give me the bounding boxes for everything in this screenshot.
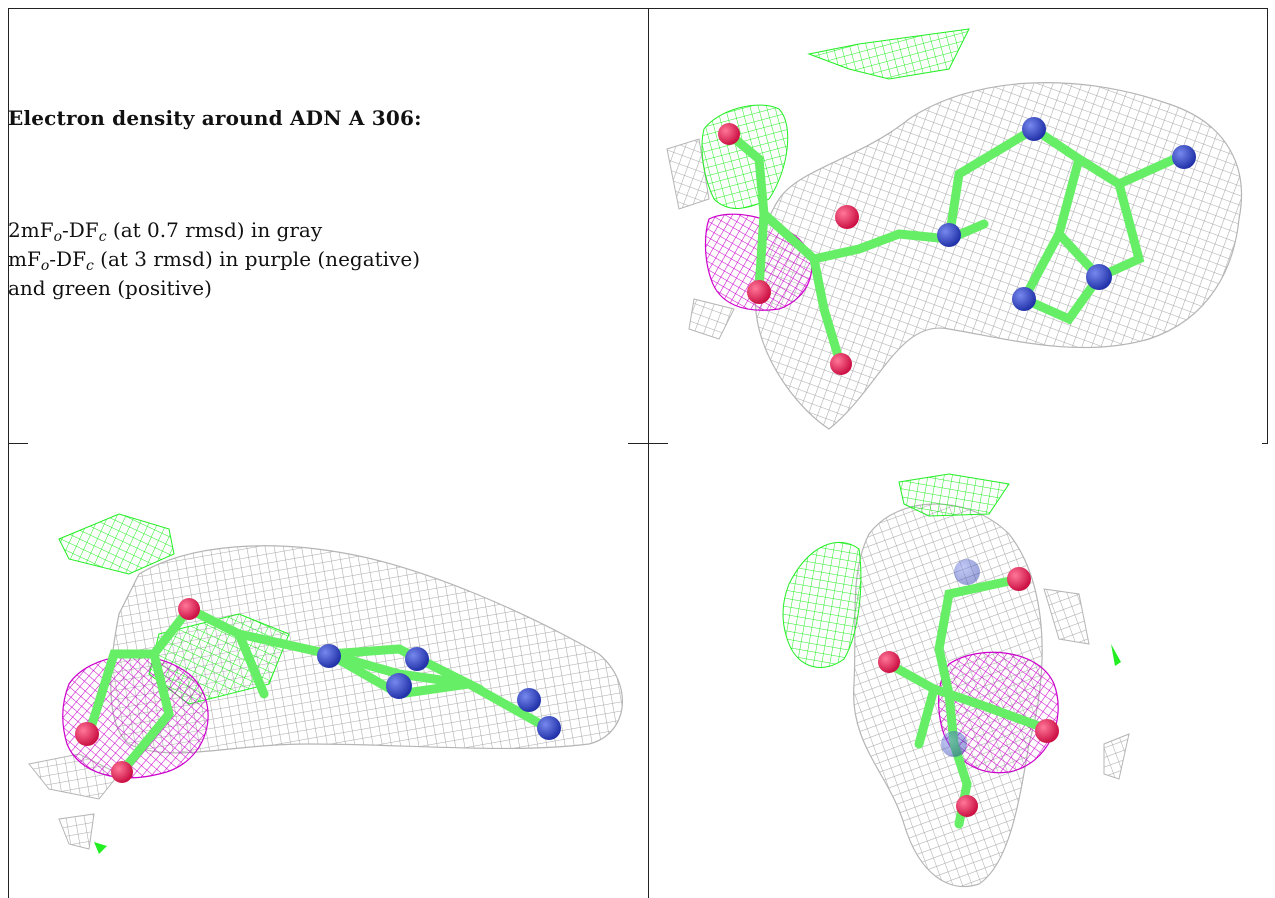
- oxygen-atom: [75, 722, 99, 746]
- oxygen-atom: [718, 123, 740, 145]
- nitrogen-atom: [954, 559, 980, 585]
- nitrogen-atom: [386, 673, 412, 699]
- figure-title: Electron density around ADN A 306:: [8, 106, 422, 130]
- oxygen-atom: [878, 651, 900, 673]
- description-line-2: mFo-DFc (at 3 rmsd) in purple (negative): [8, 247, 420, 274]
- nitrogen-atom: [1086, 264, 1112, 290]
- table-border-top: [8, 8, 1268, 9]
- table-border-right: [1267, 8, 1268, 443]
- gray-density-fragment: [666, 138, 710, 210]
- oxygen-atom: [956, 795, 978, 817]
- molecule-view-icon: [666, 28, 1243, 430]
- green-density-mesh: [807, 28, 970, 80]
- caption-cell: Electron density around ADN A 306: 2mFo-…: [8, 8, 648, 443]
- molecule-view-bottom-left: [9, 444, 648, 898]
- nitrogen-atom: [405, 647, 429, 671]
- nitrogen-atom: [517, 688, 541, 712]
- green-density-mesh: [58, 513, 175, 575]
- description-line-1: 2mFo-DFc (at 0.7 rmsd) in gray: [8, 218, 323, 245]
- molecule-view-top-right: [649, 9, 1267, 443]
- molecule-bonds: [84, 604, 549, 774]
- oxygen-atom: [747, 280, 771, 304]
- molecule-view-icon: [28, 513, 623, 854]
- molecule-view-bottom-right: [649, 444, 1267, 898]
- nitrogen-atom: [1172, 145, 1196, 169]
- table-border-mid-center: [628, 443, 668, 444]
- oxygen-atom: [1035, 719, 1059, 743]
- oxygen-atom: [1007, 567, 1031, 591]
- table-border-middle: [648, 8, 649, 898]
- green-density-mesh: [782, 541, 862, 668]
- nitrogen-atom: [1012, 287, 1036, 311]
- gray-density-fragment: [1043, 588, 1090, 645]
- table-border-left: [8, 8, 9, 898]
- oxygen-atom: [830, 353, 852, 375]
- green-density-mesh: [898, 473, 1010, 517]
- oxygen-atom: [178, 598, 200, 620]
- table-border-mid-right: [1262, 443, 1268, 444]
- gray-density-fragment: [688, 298, 735, 340]
- molecule-view-icon: [782, 473, 1130, 888]
- nitrogen-atom: [537, 716, 561, 740]
- green-density-mesh: [701, 104, 789, 209]
- gray-density-fragment: [1103, 733, 1130, 780]
- nitrogen-atom: [937, 223, 961, 247]
- gray-density-fragment: [58, 813, 95, 850]
- oxygen-atom: [835, 205, 859, 229]
- figure-description: 2mFo-DFc (at 0.7 rmsd) in gray mFo-DFc (…: [8, 216, 648, 303]
- description-line-3: and green (positive): [8, 276, 212, 300]
- oxygen-atom: [111, 761, 133, 783]
- green-density-mark: [1111, 644, 1121, 666]
- gray-density-mesh: [754, 82, 1243, 430]
- nitrogen-atom: [317, 644, 341, 668]
- nitrogen-atom: [941, 731, 967, 757]
- nitrogen-atom: [1022, 117, 1046, 141]
- table-border-mid-left: [8, 443, 28, 444]
- green-density-mark: [94, 842, 107, 854]
